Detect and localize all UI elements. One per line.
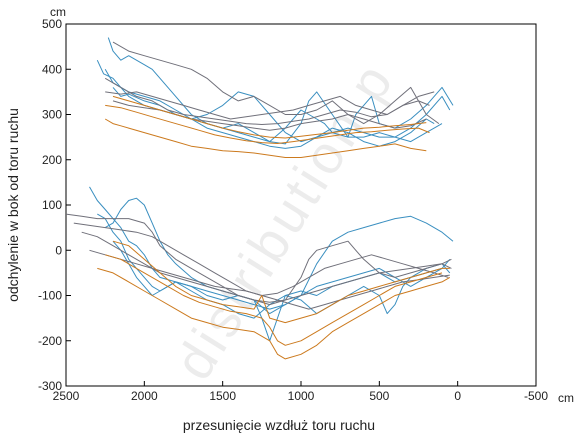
x-tick-label: 500 xyxy=(369,389,389,403)
trajectory-line-upper-8 xyxy=(104,77,430,125)
trajectory-line-lower-15 xyxy=(112,240,451,342)
y-tick-label: -200 xyxy=(38,334,62,348)
y-tick-label: -300 xyxy=(38,379,62,393)
x-tick-label: 0 xyxy=(454,389,461,403)
y-unit-label: cm xyxy=(50,5,66,19)
x-unit-label: cm xyxy=(558,391,574,405)
trajectory-line-lower-21 xyxy=(105,254,443,346)
y-tick-label: 500 xyxy=(42,17,62,31)
x-tick-label: 2000 xyxy=(131,389,158,403)
y-tick-label: 100 xyxy=(42,198,62,212)
trajectory-line-upper-4 xyxy=(112,87,443,143)
y-axis-title: odchylenie w bok od toru ruchu xyxy=(5,108,21,302)
y-tick-label: -100 xyxy=(38,289,62,303)
trajectory-line-lower-14 xyxy=(97,213,443,319)
y-axis-ticks: 500 400 300 200 100 0 -100 -200 -300 xyxy=(38,17,71,393)
y-tick-label: 400 xyxy=(42,62,62,76)
trajectory-line-lower-16 xyxy=(65,213,452,306)
series-lines xyxy=(65,37,454,360)
trajectory-line-lower-22 xyxy=(112,240,450,324)
x-axis-ticks: 2500 2000 1500 1000 500 0 -500 xyxy=(53,381,548,403)
y-tick-label: 300 xyxy=(42,108,62,122)
trajectory-line-lower-20 xyxy=(97,267,451,360)
trajectory-line-upper-2 xyxy=(96,59,451,143)
x-tick-label: 1500 xyxy=(209,389,236,403)
watermark-text: distribution p xyxy=(163,51,406,390)
trajectory-line-lower-12 xyxy=(89,186,454,310)
y-tick-label: 200 xyxy=(42,153,62,167)
trajectory-line-upper-10 xyxy=(105,104,430,144)
x-tick-label: 1000 xyxy=(288,389,315,403)
x-axis-title: przesunięcie wzdłuż toru ruchu xyxy=(183,417,375,433)
trajectory-line-lower-19 xyxy=(89,249,450,310)
trajectory-line-upper-9 xyxy=(104,118,427,158)
x-tick-label: -500 xyxy=(524,389,548,403)
trajectory-line-lower-18 xyxy=(81,231,452,303)
trajectory-line-upper-6 xyxy=(105,91,435,120)
y-tick-label: 0 xyxy=(55,243,62,257)
trajectory-line-upper-11 xyxy=(112,95,427,139)
trajectory-line-upper-3 xyxy=(104,69,435,149)
trajectory-line-upper-5 xyxy=(112,41,440,125)
x-tick-label: 2500 xyxy=(53,389,80,403)
